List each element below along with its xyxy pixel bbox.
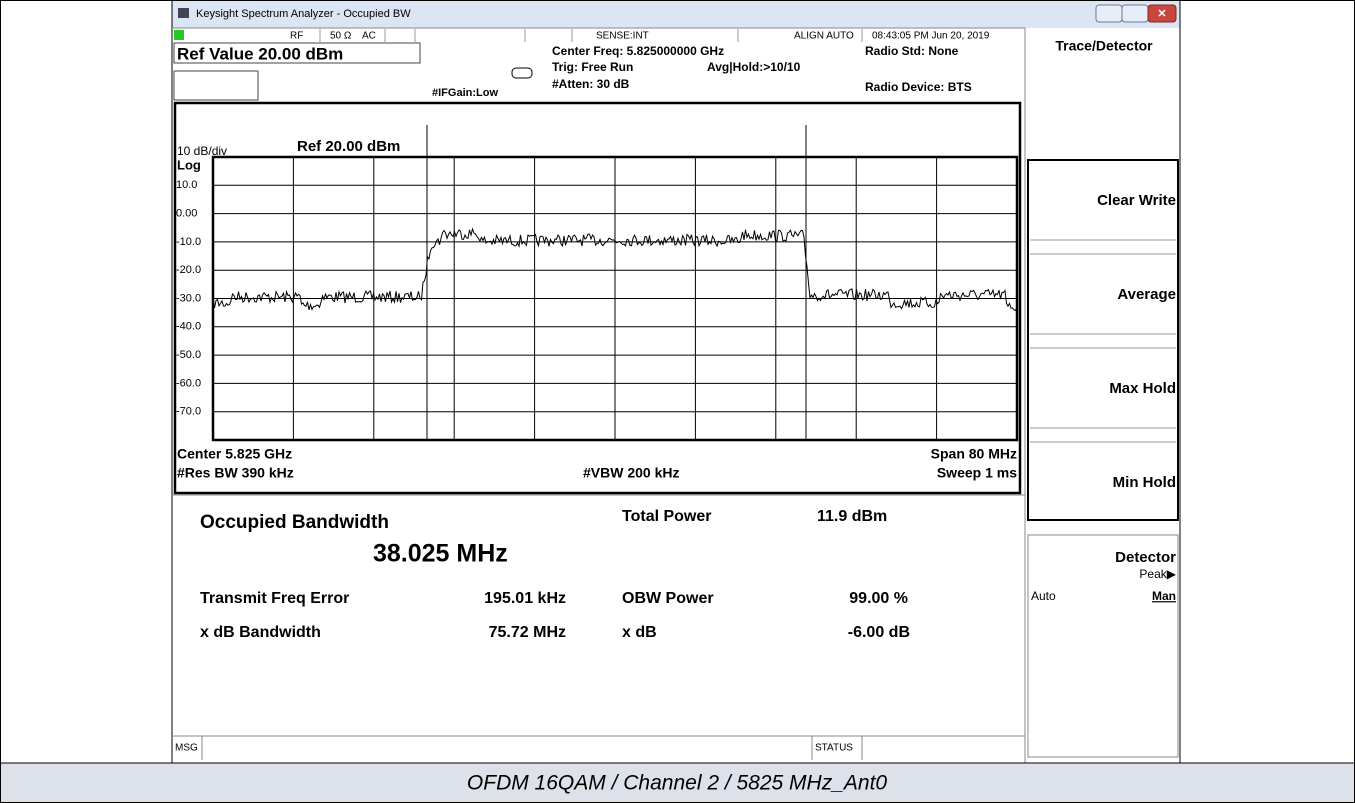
coupling: AC	[362, 31, 376, 42]
freq-error-value: 195.01 kHz	[484, 590, 566, 607]
rf: RF	[290, 31, 303, 42]
trace	[212, 227, 1018, 311]
span: Span 80 MHz	[931, 446, 1017, 462]
ref-value-box[interactable]	[173, 42, 421, 64]
y-label: -30.0	[176, 292, 201, 304]
xdb-bw-label: x dB Bandwidth	[200, 624, 321, 641]
restore-button[interactable]	[1121, 4, 1149, 23]
center-freq: Center Freq: 5.825000000 GHz	[552, 44, 724, 58]
obw-value: 38.025 MHz	[373, 540, 508, 568]
y-label: 0.00	[176, 208, 197, 220]
caption: OFDM 16QAM / Channel 2 / 5825 MHz_Ant0	[467, 772, 888, 795]
xdb-bw-value: 75.72 MHz	[489, 624, 566, 641]
minimize-button[interactable]	[1095, 4, 1123, 23]
status-icon	[174, 30, 184, 40]
detector-value: Peak▶	[1139, 567, 1176, 581]
atten: #Atten: 30 dB	[552, 77, 630, 91]
y-label: -70.0	[176, 406, 201, 418]
obw-label: Occupied Bandwidth	[200, 512, 389, 533]
if-gain: #IFGain:Low	[432, 87, 498, 99]
sense: SENSE:INT	[596, 31, 649, 42]
freq-error-label: Transmit Freq Error	[200, 590, 349, 607]
ref-level: Ref 20.00 dBm	[297, 138, 400, 155]
app-icon	[178, 8, 189, 18]
align: ALIGN AUTO	[794, 31, 854, 42]
ref-value: Ref Value 20.00 dBm	[177, 44, 343, 63]
radio-device: Radio Device: BTS	[865, 80, 972, 94]
menu-frame	[1027, 159, 1179, 521]
obw-power-value: 99.00 %	[849, 590, 908, 607]
sweep: Sweep 1 ms	[937, 465, 1017, 481]
close-icon: ✕	[1157, 8, 1166, 20]
xdb-label: x dB	[622, 624, 657, 641]
menu-button-label: Clear Write	[1097, 192, 1176, 209]
title-bar	[172, 1, 1180, 28]
total-power-label: Total Power	[622, 508, 712, 525]
radio-std: Radio Std: None	[865, 44, 959, 58]
detector-man[interactable]: Man	[1152, 589, 1176, 603]
y-label: -10.0	[176, 236, 201, 248]
msg: MSG	[175, 743, 198, 754]
y-label: -50.0	[176, 349, 201, 361]
close-button[interactable]	[1147, 4, 1177, 23]
menu-title: Trace/Detector	[1055, 38, 1153, 54]
xdb-value: -6.00 dB	[848, 624, 910, 641]
menu-button-label: Max Hold	[1109, 380, 1176, 397]
detector-label: Detector	[1115, 549, 1176, 566]
scale: 10 dB/div	[177, 144, 227, 158]
window-title: Keysight Spectrum Analyzer - Occupied BW	[196, 8, 411, 20]
y-label: -40.0	[176, 321, 201, 333]
input-box[interactable]	[173, 70, 259, 101]
trig-icon	[511, 67, 533, 79]
caption-bar	[0, 762, 1355, 803]
impedance: 50 Ω	[330, 31, 352, 42]
menu-button-label: Min Hold	[1113, 474, 1176, 491]
y-label: 10.0	[176, 179, 197, 191]
timestamp: 08:43:05 PM Jun 20, 2019	[872, 31, 990, 42]
avg-hold: Avg|Hold:>10/10	[707, 60, 801, 74]
y-label: -60.0	[176, 377, 201, 389]
menu-button-label: Average	[1117, 286, 1176, 303]
res-bw: #Res BW 390 kHz	[177, 465, 294, 481]
detector-auto: Auto	[1031, 589, 1056, 603]
center: Center 5.825 GHz	[177, 446, 292, 462]
vbw: #VBW 200 kHz	[583, 465, 679, 481]
scale-type: Log	[177, 157, 201, 172]
total-power-value: 11.9 dBm	[817, 508, 887, 525]
obw-power-label: OBW Power	[622, 590, 714, 607]
trig: Trig: Free Run	[552, 60, 633, 74]
y-label: -20.0	[176, 264, 201, 276]
detector-button[interactable]	[1027, 534, 1179, 758]
status: STATUS	[815, 743, 853, 754]
